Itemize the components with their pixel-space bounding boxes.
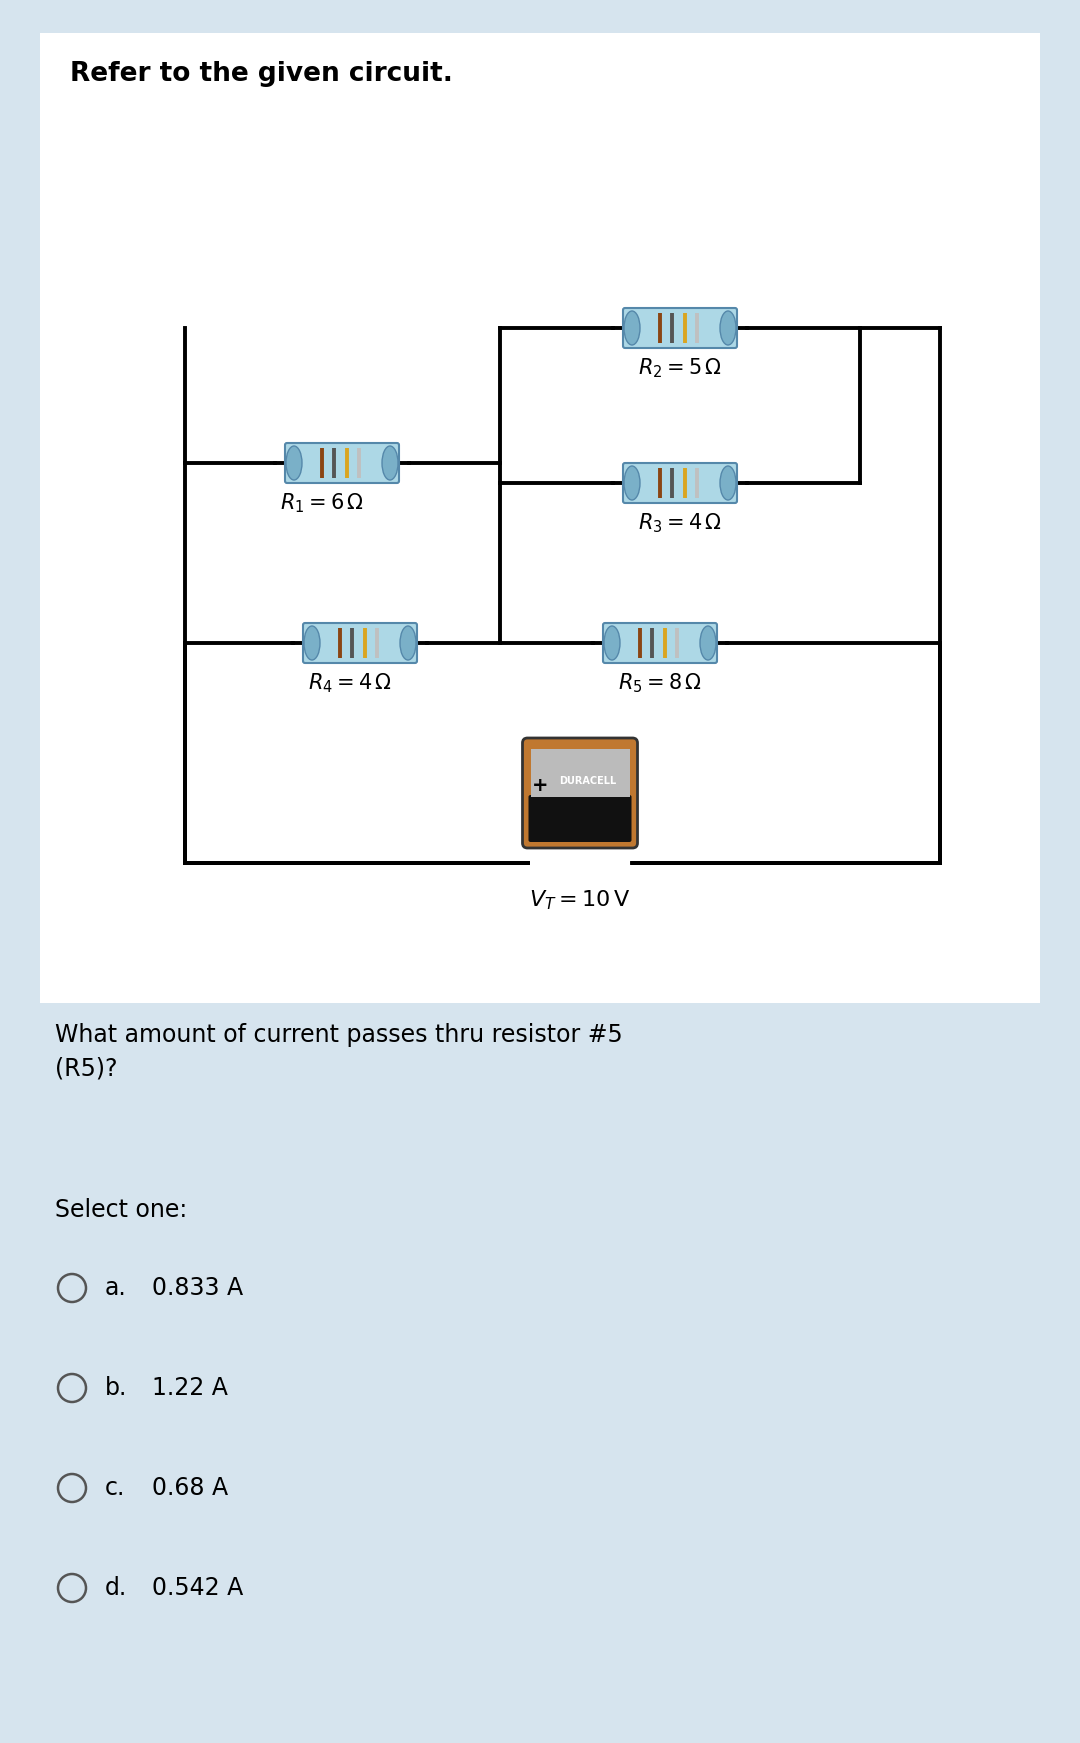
FancyBboxPatch shape — [523, 737, 637, 849]
Ellipse shape — [400, 626, 416, 661]
Text: $V_T = 10\,\mathrm{V}$: $V_T = 10\,\mathrm{V}$ — [529, 887, 631, 912]
Ellipse shape — [720, 310, 735, 345]
FancyBboxPatch shape — [303, 622, 417, 662]
Text: +: + — [532, 776, 549, 795]
Ellipse shape — [604, 626, 620, 661]
Text: 0.542 A: 0.542 A — [152, 1576, 243, 1600]
Bar — [40, 33, 1040, 1002]
FancyBboxPatch shape — [603, 622, 717, 662]
Text: DURACELL: DURACELL — [559, 776, 617, 786]
Text: a.: a. — [105, 1276, 126, 1300]
Text: d.: d. — [105, 1576, 127, 1600]
Text: $R_5 = 8\,\Omega$: $R_5 = 8\,\Omega$ — [618, 671, 702, 695]
Text: What amount of current passes thru resistor #5
(R5)?: What amount of current passes thru resis… — [55, 1023, 623, 1081]
Ellipse shape — [700, 626, 716, 661]
Text: Refer to the given circuit.: Refer to the given circuit. — [70, 61, 453, 87]
Text: $R_4 = 4\,\Omega$: $R_4 = 4\,\Omega$ — [308, 671, 392, 695]
FancyBboxPatch shape — [528, 795, 632, 842]
Text: $R_2 = 5\,\Omega$: $R_2 = 5\,\Omega$ — [638, 356, 721, 380]
Text: $R_1 = 6\,\Omega$: $R_1 = 6\,\Omega$ — [280, 492, 364, 514]
Text: 0.833 A: 0.833 A — [152, 1276, 243, 1300]
Text: $R_3 = 4\,\Omega$: $R_3 = 4\,\Omega$ — [638, 511, 721, 535]
Ellipse shape — [624, 310, 640, 345]
Text: 0.68 A: 0.68 A — [152, 1476, 228, 1501]
Text: 1.22 A: 1.22 A — [152, 1375, 228, 1400]
FancyBboxPatch shape — [623, 464, 737, 504]
FancyBboxPatch shape — [285, 443, 399, 483]
Ellipse shape — [303, 626, 320, 661]
Bar — [530, 749, 630, 797]
Text: Select one:: Select one: — [55, 1197, 187, 1222]
FancyBboxPatch shape — [623, 309, 737, 349]
Text: b.: b. — [105, 1375, 127, 1400]
Ellipse shape — [382, 446, 399, 479]
Text: PLUS POWER: PLUS POWER — [566, 791, 610, 798]
Ellipse shape — [286, 446, 302, 479]
Ellipse shape — [624, 465, 640, 500]
Text: c.: c. — [105, 1476, 125, 1501]
Ellipse shape — [720, 465, 735, 500]
